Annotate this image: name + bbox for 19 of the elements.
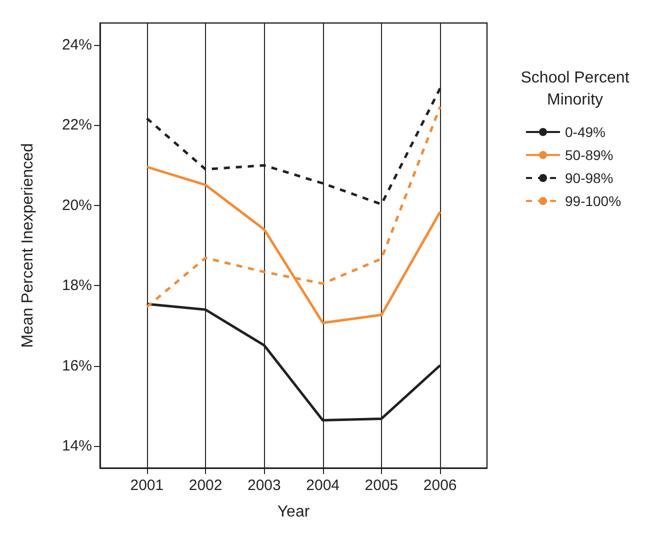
x-tick-label: 2003 (247, 477, 281, 494)
y-tick-label: 14% (62, 437, 92, 454)
y-tick-label: 20% (62, 196, 92, 214)
y-tick-label: 18% (62, 277, 92, 294)
x-tick-label: 2001 (130, 477, 164, 494)
x-tick-label: 2004 (306, 477, 340, 494)
legend-label: 99-100% (565, 193, 622, 209)
x-tick-label: 2002 (188, 477, 222, 494)
x-tick-label: 2005 (364, 477, 398, 494)
legend-label: 0-49% (565, 124, 606, 140)
y-tick-label: 22% (62, 116, 92, 134)
x-tick-label: 2006 (423, 477, 457, 494)
y-axis-title: Mean Percent Inexperienced (20, 143, 36, 348)
legend-title: School Percent Minority (520, 70, 630, 108)
y-tick-label: 16% (62, 357, 92, 374)
y-tick-label: 24% (62, 36, 92, 54)
x-axis-title: Year (277, 504, 310, 520)
legend-label: 90-98% (565, 170, 614, 186)
legend-label: 50-89% (565, 147, 614, 163)
